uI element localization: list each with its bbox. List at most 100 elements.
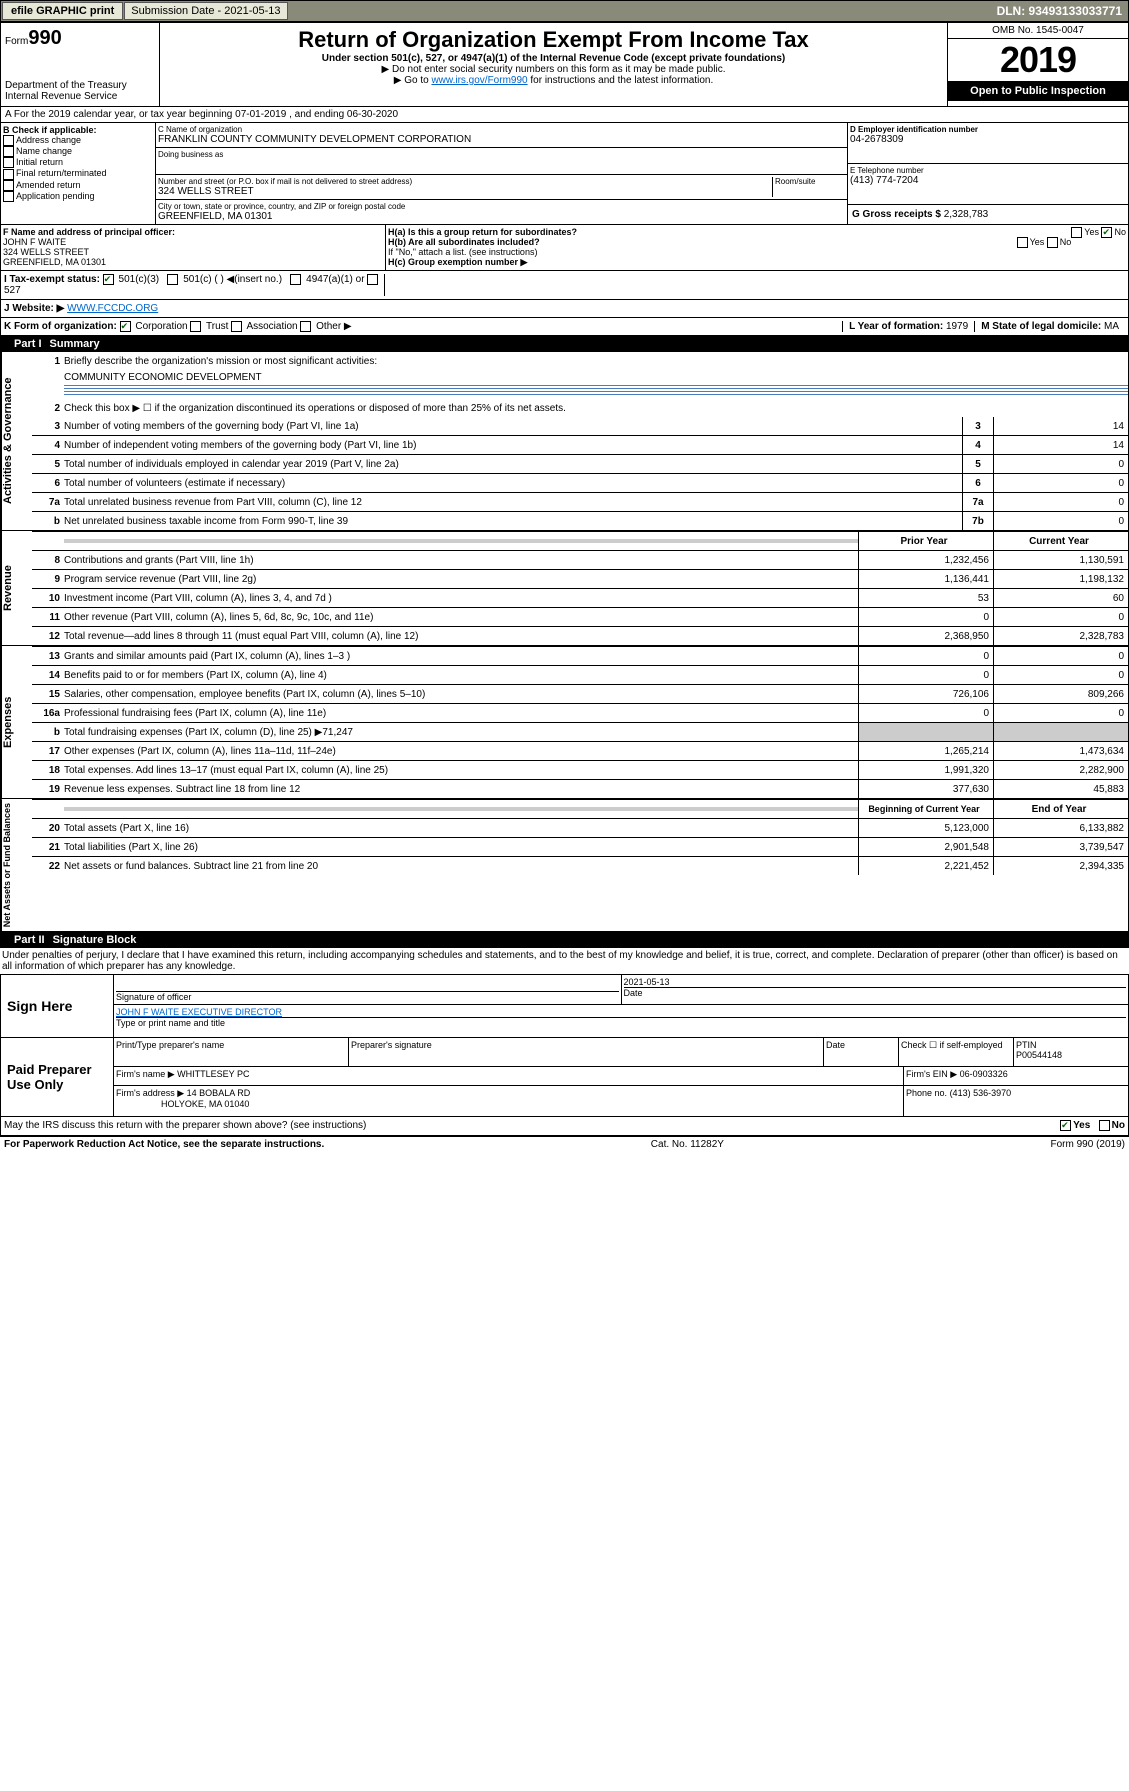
- dept: Department of the Treasury: [5, 80, 155, 91]
- end-hdr: End of Year: [993, 800, 1128, 818]
- c15: 809,266: [993, 685, 1128, 703]
- officer-sig-name[interactable]: JOHN F WAITE EXECUTIVE DIRECTOR: [116, 1007, 1126, 1017]
- c12: 2,328,783: [993, 627, 1128, 645]
- line6: Total number of volunteers (estimate if …: [64, 476, 962, 491]
- k-other[interactable]: Other ▶: [316, 321, 351, 332]
- tax-year: 2019: [948, 39, 1128, 81]
- form-number: 990: [28, 27, 61, 49]
- 4947[interactable]: 4947(a)(1) or: [306, 274, 364, 285]
- p11: 0: [858, 608, 993, 626]
- irs: Internal Revenue Service: [5, 91, 155, 102]
- firm: WHITTLESEY PC: [177, 1069, 249, 1079]
- p22: 2,221,452: [858, 857, 993, 875]
- sign-date: 2021-05-13: [624, 977, 1127, 987]
- c-name-lbl: C Name of organization: [158, 125, 845, 134]
- line18: Total expenses. Add lines 13–17 (must eq…: [64, 763, 858, 778]
- domicile: MA: [1104, 321, 1119, 332]
- cb-amended[interactable]: Amended return: [16, 180, 81, 190]
- c16a: 0: [993, 704, 1128, 722]
- line8: Contributions and grants (Part VIII, lin…: [64, 553, 858, 568]
- l-lbl: L Year of formation:: [849, 321, 943, 332]
- subtitle-1: Under section 501(c), 527, or 4947(a)(1)…: [164, 53, 943, 64]
- c10: 60: [993, 589, 1128, 607]
- cb-pending[interactable]: Application pending: [16, 191, 95, 201]
- ptin: P00544148: [1016, 1050, 1126, 1060]
- line7a: Total unrelated business revenue from Pa…: [64, 495, 962, 510]
- p20: 5,123,000: [858, 819, 993, 837]
- p13: 0: [858, 647, 993, 665]
- part1-num: Part I: [6, 338, 50, 350]
- ha-no[interactable]: No: [1114, 227, 1126, 237]
- addr2: HOLYOKE, MA 01040: [161, 1099, 249, 1109]
- sidebar-ag: Activities & Governance: [1, 352, 32, 530]
- pra: For Paperwork Reduction Act Notice, see …: [4, 1139, 324, 1150]
- 527[interactable]: 527: [4, 285, 21, 296]
- sig-lbl: Signature of officer: [116, 991, 619, 1002]
- hb-no[interactable]: No: [1060, 237, 1072, 247]
- line5: Total number of individuals employed in …: [64, 457, 962, 472]
- m-lbl: M State of legal domicile:: [981, 321, 1101, 332]
- p9: 1,136,441: [858, 570, 993, 588]
- line19: Revenue less expenses. Subtract line 18 …: [64, 782, 858, 797]
- cb-initial[interactable]: Initial return: [16, 157, 63, 167]
- line13: Grants and similar amounts paid (Part IX…: [64, 649, 858, 664]
- efile-btn[interactable]: efile GRAPHIC print: [2, 2, 123, 20]
- org-name: FRANKLIN COUNTY COMMUNITY DEVELOPMENT CO…: [158, 134, 845, 145]
- ptin-lbl: PTIN: [1016, 1040, 1126, 1050]
- line15: Salaries, other compensation, employee b…: [64, 687, 858, 702]
- discuss: May the IRS discuss this return with the…: [4, 1120, 366, 1131]
- form-label: Form: [5, 36, 28, 47]
- firm-phone-lbl: Phone no.: [906, 1088, 947, 1098]
- firm-ein-lbl: Firm's EIN ▶: [906, 1069, 957, 1079]
- line21: Total liabilities (Part X, line 26): [64, 840, 858, 855]
- self-emp[interactable]: Check ☐ if self-employed: [898, 1038, 1013, 1066]
- cb-name[interactable]: Name change: [16, 146, 72, 156]
- cb-final[interactable]: Final return/terminated: [16, 168, 107, 178]
- hb-yes[interactable]: Yes: [1030, 237, 1045, 247]
- c18: 2,282,900: [993, 761, 1128, 779]
- col-b: B Check if applicable: Address change Na…: [1, 123, 156, 224]
- k-trust[interactable]: Trust: [206, 321, 228, 332]
- topbar: efile GRAPHIC print Submission Date - 20…: [0, 0, 1129, 22]
- k-lbl: K Form of organization:: [4, 321, 117, 332]
- k-assoc[interactable]: Association: [246, 321, 297, 332]
- i-lbl: I Tax-exempt status:: [4, 274, 100, 285]
- ha-yes[interactable]: Yes: [1084, 227, 1099, 237]
- discuss-no[interactable]: No: [1112, 1121, 1125, 1132]
- c9: 1,198,132: [993, 570, 1128, 588]
- line2: Check this box ▶ ☐ if the organization d…: [64, 401, 1128, 416]
- officer-name: JOHN F WAITE: [3, 237, 383, 247]
- p17: 1,265,214: [858, 742, 993, 760]
- b-label: B Check if applicable:: [3, 125, 153, 135]
- v7b: 0: [993, 512, 1128, 530]
- paid-label: Paid Preparer Use Only: [1, 1038, 113, 1116]
- sidebar-rev: Revenue: [1, 531, 32, 645]
- ha: H(a) Is this a group return for subordin…: [388, 227, 577, 237]
- g-lbl: G Gross receipts $: [852, 209, 941, 220]
- discuss-yes[interactable]: Yes: [1073, 1121, 1090, 1132]
- p14: 0: [858, 666, 993, 684]
- 501c3[interactable]: 501(c)(3): [119, 274, 160, 285]
- v6: 0: [993, 474, 1128, 492]
- phone: (413) 774-7204: [850, 175, 1126, 186]
- part1-title: Summary: [50, 338, 100, 350]
- hb2: If "No," attach a list. (see instruction…: [388, 247, 1126, 257]
- current-hdr: Current Year: [993, 532, 1128, 550]
- j-lbl: J Website: ▶: [4, 303, 64, 314]
- k-corp[interactable]: Corporation: [135, 321, 187, 332]
- sign-here: Sign Here: [1, 975, 113, 1037]
- cb-address[interactable]: Address change: [16, 135, 81, 145]
- line1-label: Briefly describe the organization's miss…: [64, 354, 1128, 369]
- line16b: Total fundraising expenses (Part IX, col…: [64, 725, 858, 740]
- row-a: A For the 2019 calendar year, or tax yea…: [1, 106, 1128, 122]
- 501c[interactable]: 501(c) ( ) ◀(insert no.): [183, 274, 282, 285]
- v5: 0: [993, 455, 1128, 473]
- year-formation: 1979: [946, 321, 968, 332]
- p15: 726,106: [858, 685, 993, 703]
- date-lbl: Date: [624, 987, 1127, 998]
- submission-date: Submission Date - 2021-05-13: [124, 2, 287, 20]
- form990-link[interactable]: www.irs.gov/Form990: [431, 75, 527, 86]
- line7b: Net unrelated business taxable income fr…: [64, 514, 962, 529]
- website-link[interactable]: WWW.FCCDC.ORG: [67, 303, 158, 314]
- room-lbl: Room/suite: [772, 177, 845, 197]
